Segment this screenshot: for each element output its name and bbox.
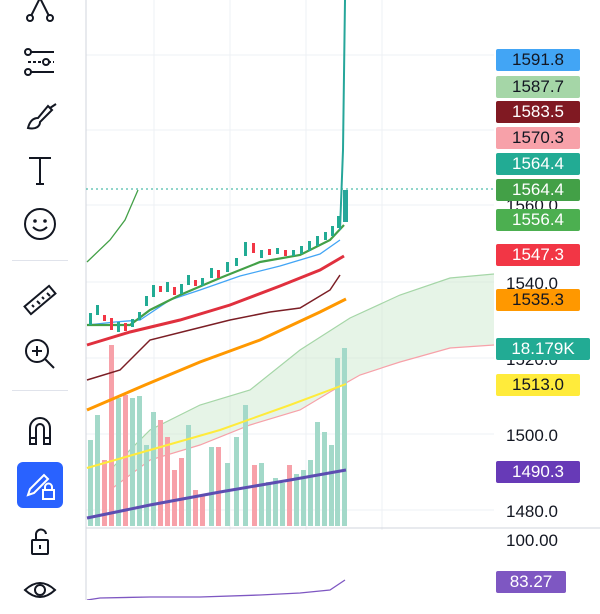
drawing-toolbar — [0, 0, 82, 600]
chart-pane[interactable] — [82, 0, 600, 600]
magnet-icon — [29, 417, 51, 445]
ruler-icon — [23, 284, 57, 316]
ma-red-line — [86, 254, 345, 347]
toolbar-divider — [12, 260, 68, 261]
pencil-lock-icon — [26, 473, 55, 500]
xabcd-icon — [26, 0, 54, 22]
price-tag: 1570.3 — [496, 127, 580, 149]
price-spike-line — [339, 0, 346, 231]
price-tag: 1583.5 — [496, 101, 580, 123]
price-tag: 1535.3 — [496, 289, 580, 311]
zoom-in-icon — [25, 339, 55, 369]
fib-retracement-icon — [24, 48, 54, 76]
ma-yellow-line — [86, 383, 347, 469]
volume-bars — [88, 345, 347, 526]
toolbar-divider — [12, 390, 68, 391]
cloud-area — [110, 274, 494, 490]
candles — [89, 190, 348, 332]
price-tag: 1564.4 — [496, 153, 580, 175]
ma-darkred-line — [86, 274, 341, 381]
price-tag: 18.179K — [496, 338, 590, 360]
ma-orange-line — [86, 297, 347, 412]
brush-tool[interactable] — [12, 92, 68, 140]
ma-blue-line — [86, 239, 341, 326]
band-green-line — [86, 189, 139, 263]
visibility-tool[interactable] — [12, 566, 68, 614]
smiley-icon — [24, 208, 56, 240]
text-icon — [29, 157, 51, 185]
pattern-tool[interactable] — [12, 0, 68, 34]
lock-drawings-tool[interactable] — [17, 462, 63, 508]
price-tag: 1556.4 — [496, 209, 580, 231]
price-tag: 1587.7 — [496, 76, 580, 98]
oscillator-line — [86, 579, 346, 600]
cloud-lower-line — [109, 344, 495, 491]
price-tag: 1513.0 — [496, 374, 580, 396]
trendline-purple — [86, 468, 347, 520]
price-tag: 1564.4 — [496, 179, 580, 201]
cloud-upper-line — [109, 273, 495, 471]
axis-label-1480: 1480.0 — [506, 502, 558, 521]
axis-label-1500: 1500.0 — [506, 426, 558, 445]
price-tag: 1490.3 — [496, 461, 580, 483]
fib-tool[interactable] — [12, 38, 68, 86]
price-tag: 1591.8 — [496, 49, 580, 71]
zoom-tool[interactable] — [12, 330, 68, 378]
unlock-icon — [31, 528, 49, 555]
brush-icon — [26, 103, 57, 130]
axis-label-1540: 1540.0 — [506, 274, 558, 293]
eye-icon — [23, 582, 57, 598]
ruler-tool[interactable] — [12, 276, 68, 324]
unlock-tool[interactable] — [12, 518, 68, 566]
magnet-tool[interactable] — [12, 406, 68, 454]
oscillator-axis-top: 100.00 — [506, 531, 558, 550]
text-tool[interactable] — [12, 146, 68, 194]
emoji-tool[interactable] — [12, 200, 68, 248]
oscillator-value-tag: 83.27 — [496, 571, 566, 593]
chart-canvas[interactable] — [82, 0, 600, 600]
price-tag: 1547.3 — [496, 244, 580, 266]
